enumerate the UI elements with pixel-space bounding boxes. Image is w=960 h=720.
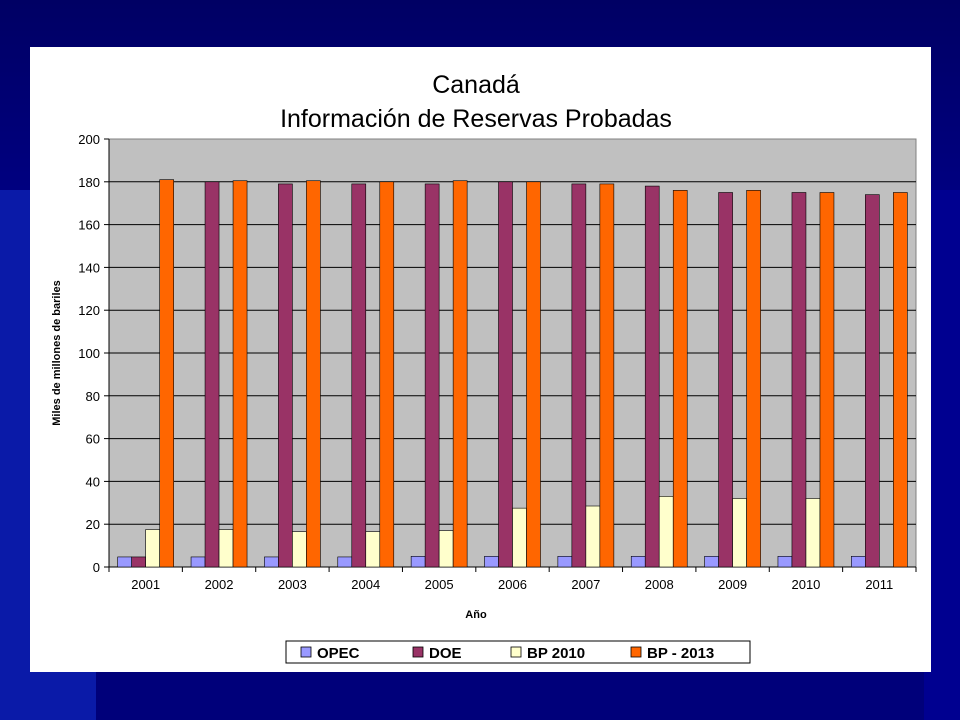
y-tick-label: 60 [86,432,100,447]
bars [117,179,908,568]
legend: OPEC DOE BP 2010 BP - 2013 [300,645,714,662]
x-tick-label: 2011 [865,577,893,592]
bar [365,531,381,568]
legend-swatch [412,646,424,658]
bar [452,180,468,568]
bar [438,530,454,568]
x-tick-label: 2001 [131,577,160,592]
y-tick-label: 200 [78,132,100,147]
bar [791,192,807,568]
bar [204,181,220,568]
y-tick-label: 80 [86,389,100,404]
bar [410,555,426,568]
legend-swatch [510,646,522,658]
x-tick-label: 2008 [645,577,674,592]
legend-label: OPEC [317,645,360,662]
bar [851,555,866,568]
legend-swatch [630,646,642,658]
bar [704,555,719,568]
y-tick-label: 0 [93,560,100,575]
legend-swatch [300,646,312,658]
chart-title: Canadá [432,71,520,99]
bar [526,181,541,568]
bar [658,496,674,568]
y-tick-label: 40 [86,474,100,489]
bar [424,183,440,568]
bar [159,179,174,568]
bar [571,183,587,568]
bar [599,183,615,568]
y-tick-label: 120 [78,303,100,318]
bar [512,507,527,568]
x-tick-label: 2007 [571,577,600,592]
legend-label: DOE [429,645,462,662]
bar [337,556,353,568]
bar [264,556,279,568]
bar [777,555,793,568]
bar [732,498,747,568]
legend-label: BP 2010 [527,645,585,662]
y-tick-label: 140 [78,260,100,275]
bar [498,181,513,568]
y-tick-label: 160 [78,218,100,233]
chart-svg: Canadá Información de Reservas Probadas … [51,71,917,664]
y-axis-title: Miles de millones de bariles [51,280,63,426]
bar [351,183,367,568]
bar [819,192,835,568]
x-tick-label: 2003 [278,577,307,592]
x-axis-ticks: 2001 2002 2003 2004 2005 2006 2007 2008 2009 2010… [108,567,917,592]
bar [218,529,234,568]
bar [306,180,321,568]
x-tick-label: 2002 [205,577,234,592]
chart-panel: Canadá Información de Reservas Probadas … [30,47,931,672]
bar [865,194,880,568]
bar [117,556,132,568]
bar [484,555,499,568]
chart-subtitle: Información de Reservas Probadas [280,105,672,133]
bar [893,192,908,568]
bar [805,498,821,568]
bar [379,181,395,568]
bar [644,185,660,568]
bar [630,555,646,568]
y-tick-label: 180 [78,175,100,190]
bar [746,190,761,568]
bar [190,556,206,568]
x-tick-label: 2006 [498,577,527,592]
legend-label: BP - 2013 [647,645,714,662]
bar [672,190,688,568]
x-axis-title: Año [465,609,487,621]
y-tick-label: 20 [86,517,100,532]
bar [232,180,248,568]
x-tick-label: 2010 [791,577,820,592]
x-tick-label: 2005 [425,577,454,592]
bar [585,505,601,568]
bar [718,192,733,568]
y-tick-label: 100 [78,346,100,361]
bar [278,183,293,568]
x-tick-label: 2009 [718,577,747,592]
bar [131,556,146,568]
bar [292,531,307,568]
bar [557,555,573,568]
bar [145,529,160,568]
x-tick-label: 2004 [351,577,380,592]
